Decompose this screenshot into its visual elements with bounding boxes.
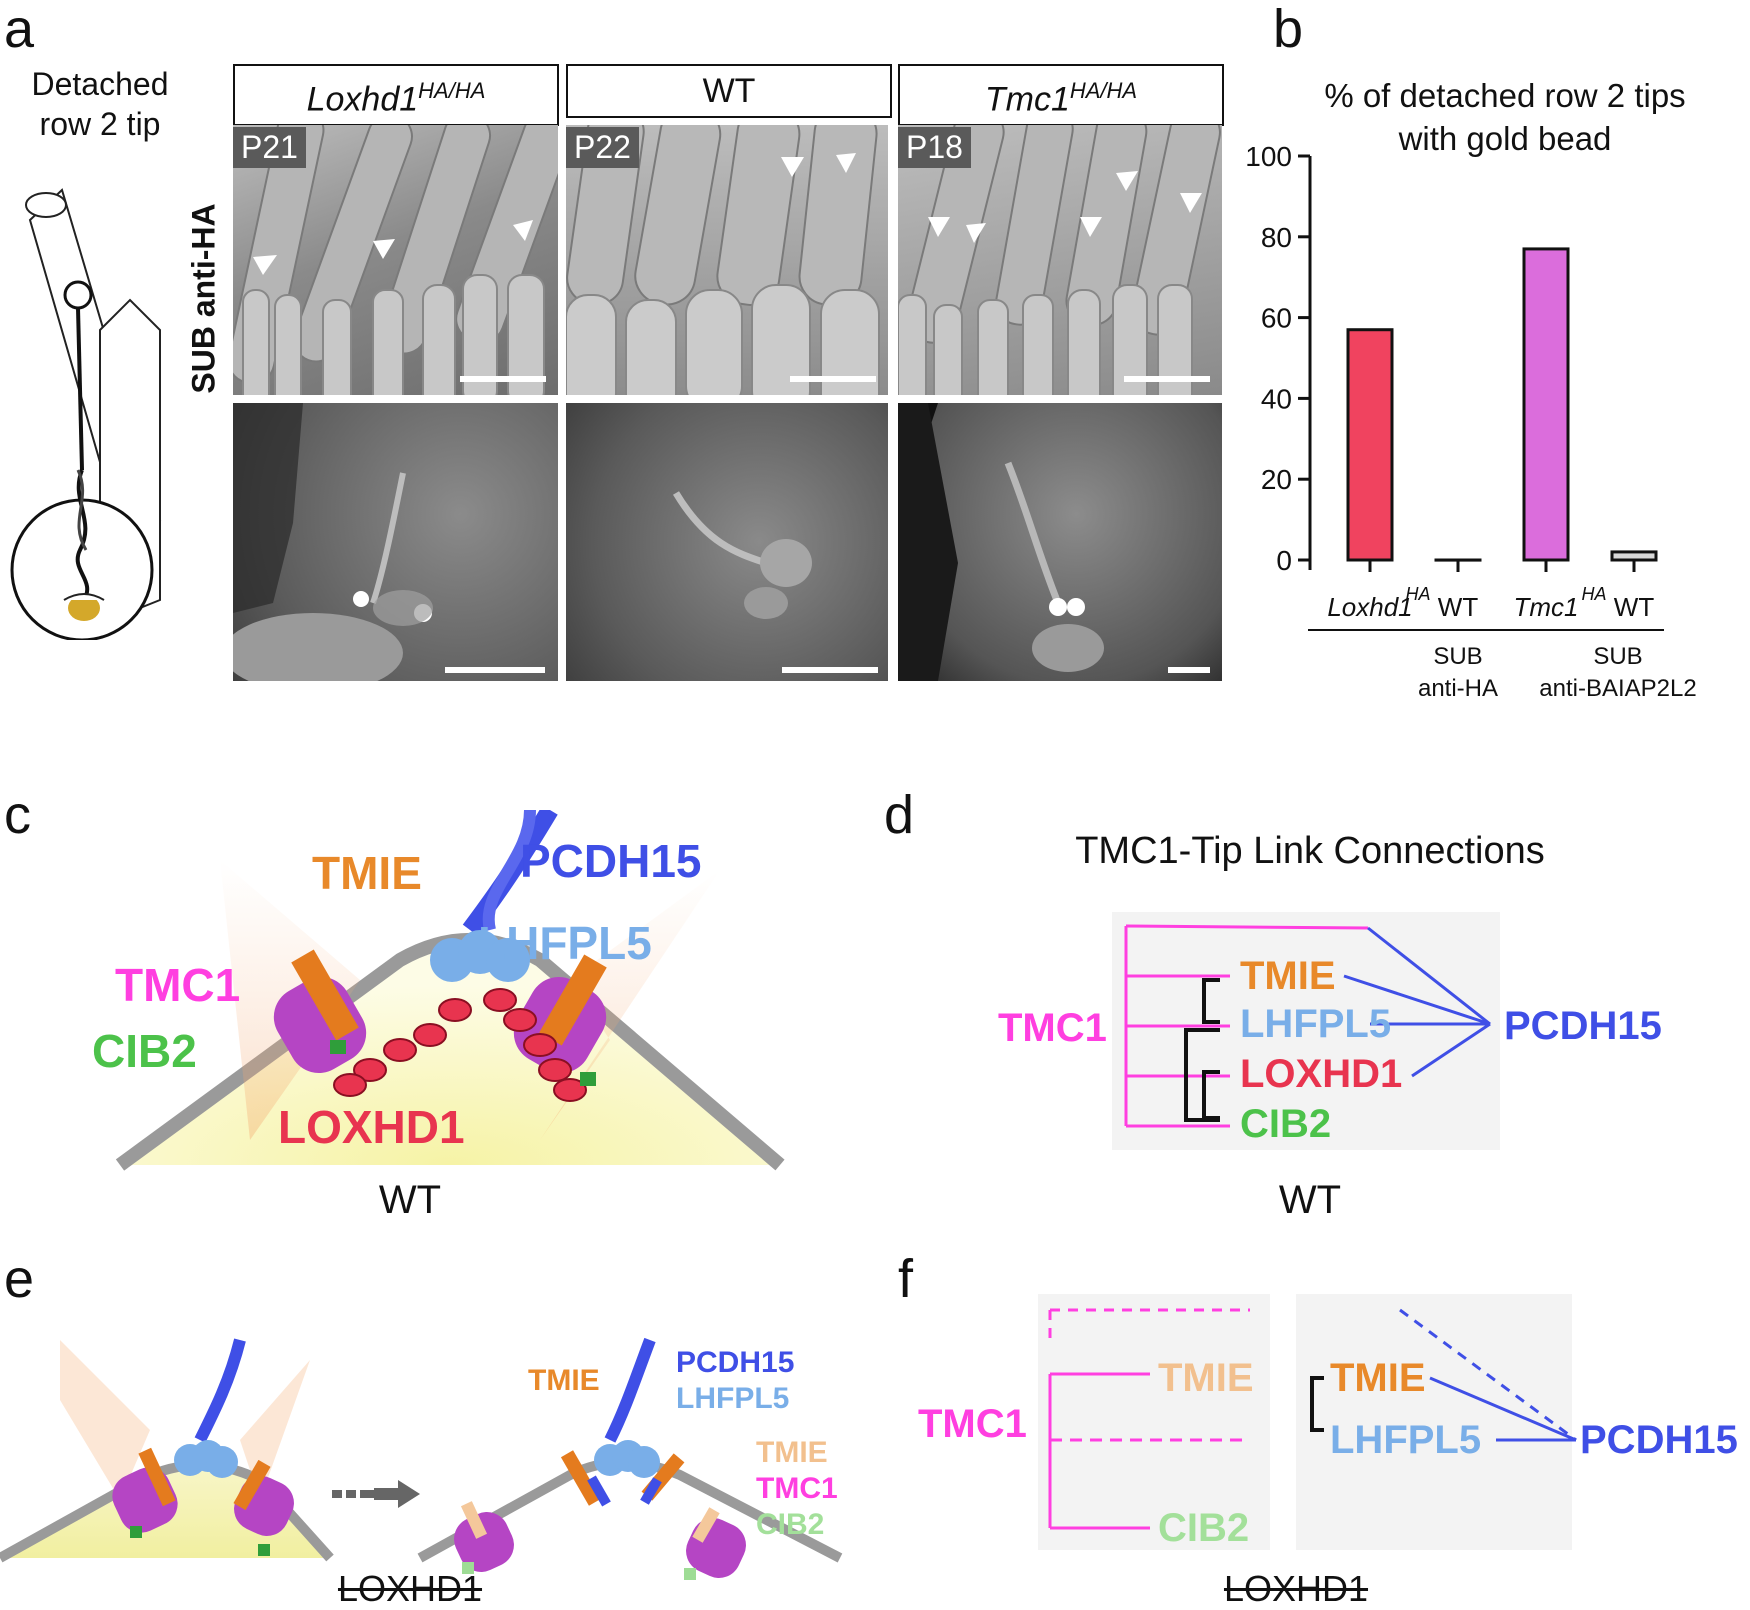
- genotype-name: Tmc1: [985, 80, 1070, 118]
- y-tick-label: 20: [1261, 464, 1292, 495]
- em-image-bottom-wt: [566, 403, 888, 681]
- genotype-superscript: HA/HA: [418, 78, 485, 103]
- label-cib2-faded-f: CIB2: [1158, 1506, 1249, 1551]
- age-tag: P22: [566, 127, 639, 168]
- label-lhfpl5-e: LHFPL5: [676, 1382, 789, 1416]
- label-lhfpl5-d: LHFPL5: [1240, 1002, 1391, 1047]
- label-tmie-e: TMIE: [528, 1364, 600, 1398]
- x-tick-label: Tmc1: [1514, 592, 1579, 622]
- bar: [1348, 330, 1392, 560]
- group-label-line1: SUB: [1593, 643, 1642, 670]
- label-pcdh15-d: PCDH15: [1504, 1004, 1662, 1049]
- label-cib2: CIB2: [92, 1024, 197, 1078]
- x-tick-label: WT: [1438, 592, 1479, 622]
- y-tick-label: 80: [1261, 222, 1292, 253]
- panel-letter-c: c: [4, 784, 31, 846]
- group-label-line2: anti-HA: [1418, 675, 1498, 700]
- em-image-bottom-tmc1: [898, 403, 1222, 681]
- label-tmie-faded-e: TMIE: [756, 1436, 828, 1470]
- label-tmie: TMIE: [312, 846, 422, 900]
- chart-title-line1: % of detached row 2 tips: [1260, 74, 1750, 117]
- label-tmc1-e: TMC1: [756, 1472, 838, 1506]
- label-tmie-d: TMIE: [1240, 954, 1336, 999]
- caption-d: WT: [1230, 1178, 1390, 1223]
- label-tmc1-d: TMC1: [998, 1006, 1107, 1051]
- age-tag: P21: [233, 127, 306, 168]
- bar: [1524, 249, 1568, 560]
- label-pcdh15-e: PCDH15: [676, 1346, 794, 1380]
- detached-tip-diagram: [0, 180, 190, 640]
- connection-lines-f: [1030, 1290, 1590, 1560]
- label-lhfpl5-f: LHFPL5: [1330, 1418, 1481, 1463]
- panel-letter-f: f: [898, 1248, 913, 1310]
- diagram-label: Detached row 2 tip: [10, 64, 190, 144]
- complex-diagram-loss: [0, 1300, 860, 1590]
- y-tick-label: 40: [1261, 383, 1292, 414]
- column-header-loxhd1: Loxhd1HA/HA: [233, 64, 559, 126]
- panel-letter-b: b: [1273, 0, 1303, 60]
- caption-c: WT: [330, 1178, 490, 1223]
- group-label-line1: SUB: [1433, 643, 1482, 670]
- label-pcdh15-f: PCDH15: [1580, 1418, 1738, 1463]
- label-tmc1-f: TMC1: [918, 1402, 1027, 1447]
- scale-bar: [790, 376, 876, 382]
- label-loxhd1-d: LOXHD1: [1240, 1052, 1402, 1097]
- panel-letter-d: d: [884, 784, 914, 846]
- caption-f: LOXHD1: [1196, 1568, 1396, 1610]
- diagram-title-d: TMC1-Tip Link Connections: [980, 830, 1640, 873]
- x-tick-label-superscript: HA: [1405, 584, 1430, 604]
- scale-bar: [460, 376, 546, 382]
- genotype-superscript: HA/HA: [1070, 78, 1137, 103]
- label-lhfpl5: LHFPL5: [478, 916, 652, 970]
- scale-bar: [445, 667, 545, 673]
- group-label-line2: anti-BAIAP2L2: [1539, 675, 1696, 700]
- scale-bar: [1124, 376, 1210, 382]
- row-label: SUB anti-HA: [184, 130, 224, 490]
- em-image-bottom-loxhd1: [233, 403, 558, 681]
- panel-letter-a: a: [4, 0, 34, 60]
- genotype-name: WT: [703, 72, 756, 110]
- column-header-tmc1: Tmc1HA/HA: [898, 64, 1224, 126]
- label-tmie-f: TMIE: [1330, 1356, 1426, 1401]
- x-tick-label-superscript: HA: [1581, 584, 1606, 604]
- scale-bar: [1168, 667, 1210, 673]
- label-cib2-e: CIB2: [756, 1508, 824, 1542]
- y-tick-label: 60: [1261, 303, 1292, 334]
- age-tag: P18: [898, 127, 971, 168]
- scale-bar: [782, 667, 878, 673]
- label-pcdh15: PCDH15: [520, 834, 702, 888]
- y-tick-label: 0: [1276, 545, 1292, 576]
- column-header-wt: WT: [566, 64, 892, 118]
- y-tick-label: 100: [1245, 141, 1292, 172]
- diagram-label-line1: Detached: [10, 64, 190, 104]
- diagram-label-line2: row 2 tip: [10, 104, 190, 144]
- x-tick-label: WT: [1614, 592, 1655, 622]
- bar: [1612, 552, 1656, 560]
- x-tick-label: Loxhd1: [1327, 592, 1412, 622]
- label-loxhd1: LOXHD1: [278, 1100, 465, 1154]
- row-label-text: SUB anti-HA: [186, 139, 223, 459]
- label-cib2-d: CIB2: [1240, 1102, 1331, 1147]
- label-tmc1: TMC1: [115, 958, 240, 1012]
- caption-e: LOXHD1: [310, 1568, 510, 1610]
- genotype-name: Loxhd1: [307, 80, 419, 118]
- label-tmie-faded-f: TMIE: [1158, 1356, 1254, 1401]
